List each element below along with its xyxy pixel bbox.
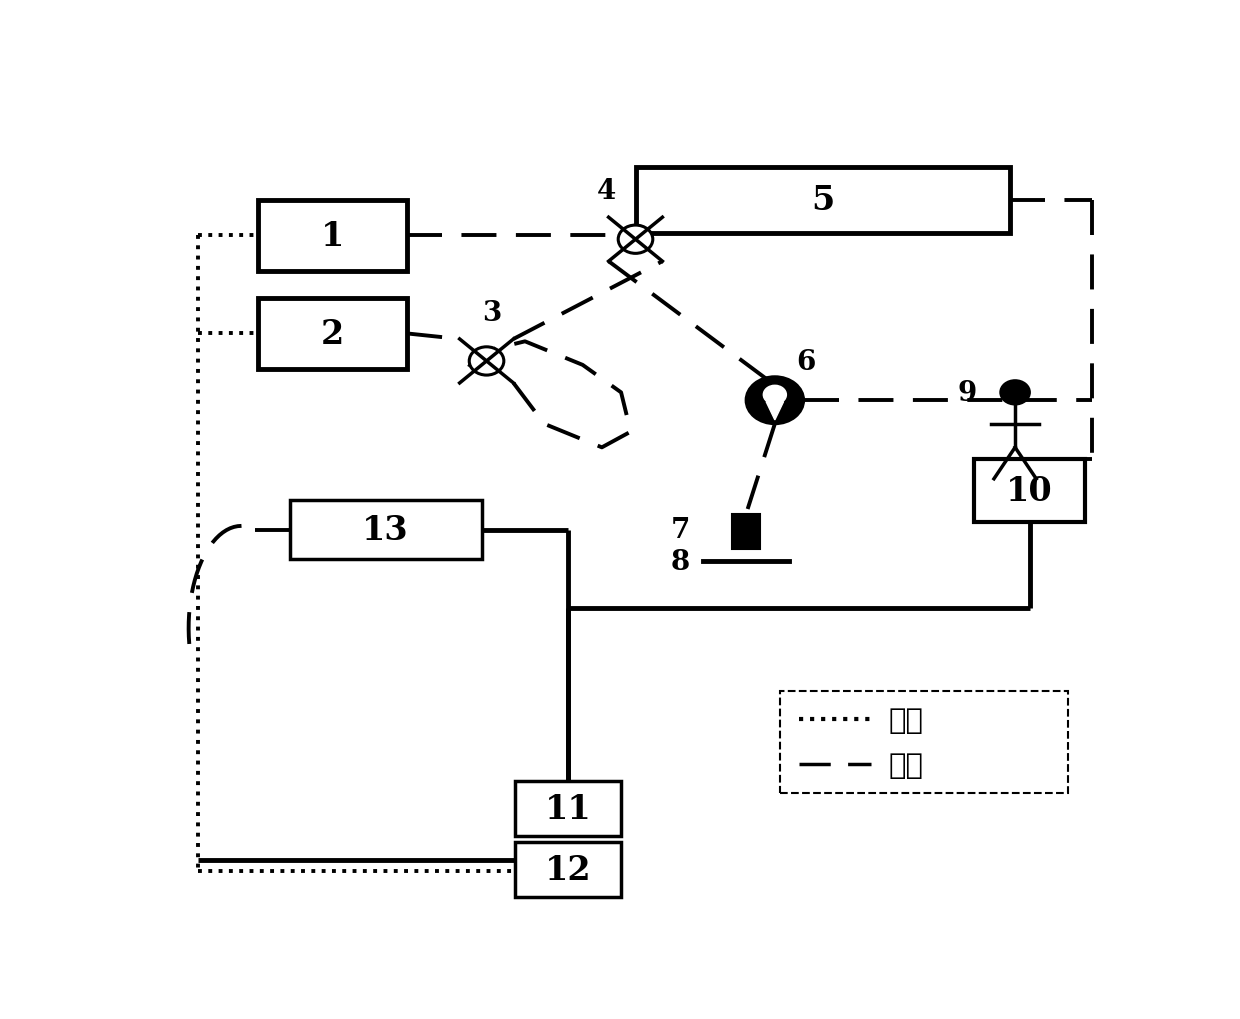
Circle shape [1001,381,1029,405]
Circle shape [746,377,804,424]
Text: 1: 1 [321,219,345,253]
Text: 3: 3 [481,300,501,326]
FancyBboxPatch shape [258,299,407,370]
Text: 10: 10 [1006,475,1053,507]
Text: 8: 8 [671,548,691,575]
Text: 11: 11 [544,793,591,825]
Circle shape [764,386,786,405]
Circle shape [619,226,652,254]
Circle shape [469,347,503,376]
FancyBboxPatch shape [975,460,1085,523]
Text: 4: 4 [596,177,616,205]
Text: 5: 5 [811,184,835,217]
Polygon shape [766,403,784,421]
Text: 光纤: 光纤 [888,750,924,780]
Text: 2: 2 [321,318,345,351]
Text: 12: 12 [544,853,591,886]
FancyBboxPatch shape [635,167,1011,234]
Text: 13: 13 [362,514,409,547]
FancyBboxPatch shape [289,501,481,559]
FancyBboxPatch shape [516,842,621,897]
Text: 9: 9 [957,379,977,407]
Text: 6: 6 [796,348,816,376]
FancyBboxPatch shape [258,201,407,271]
Text: 7: 7 [671,517,691,544]
Text: 电线: 电线 [888,705,924,734]
FancyBboxPatch shape [732,515,760,550]
FancyBboxPatch shape [780,691,1068,793]
FancyBboxPatch shape [516,782,621,837]
